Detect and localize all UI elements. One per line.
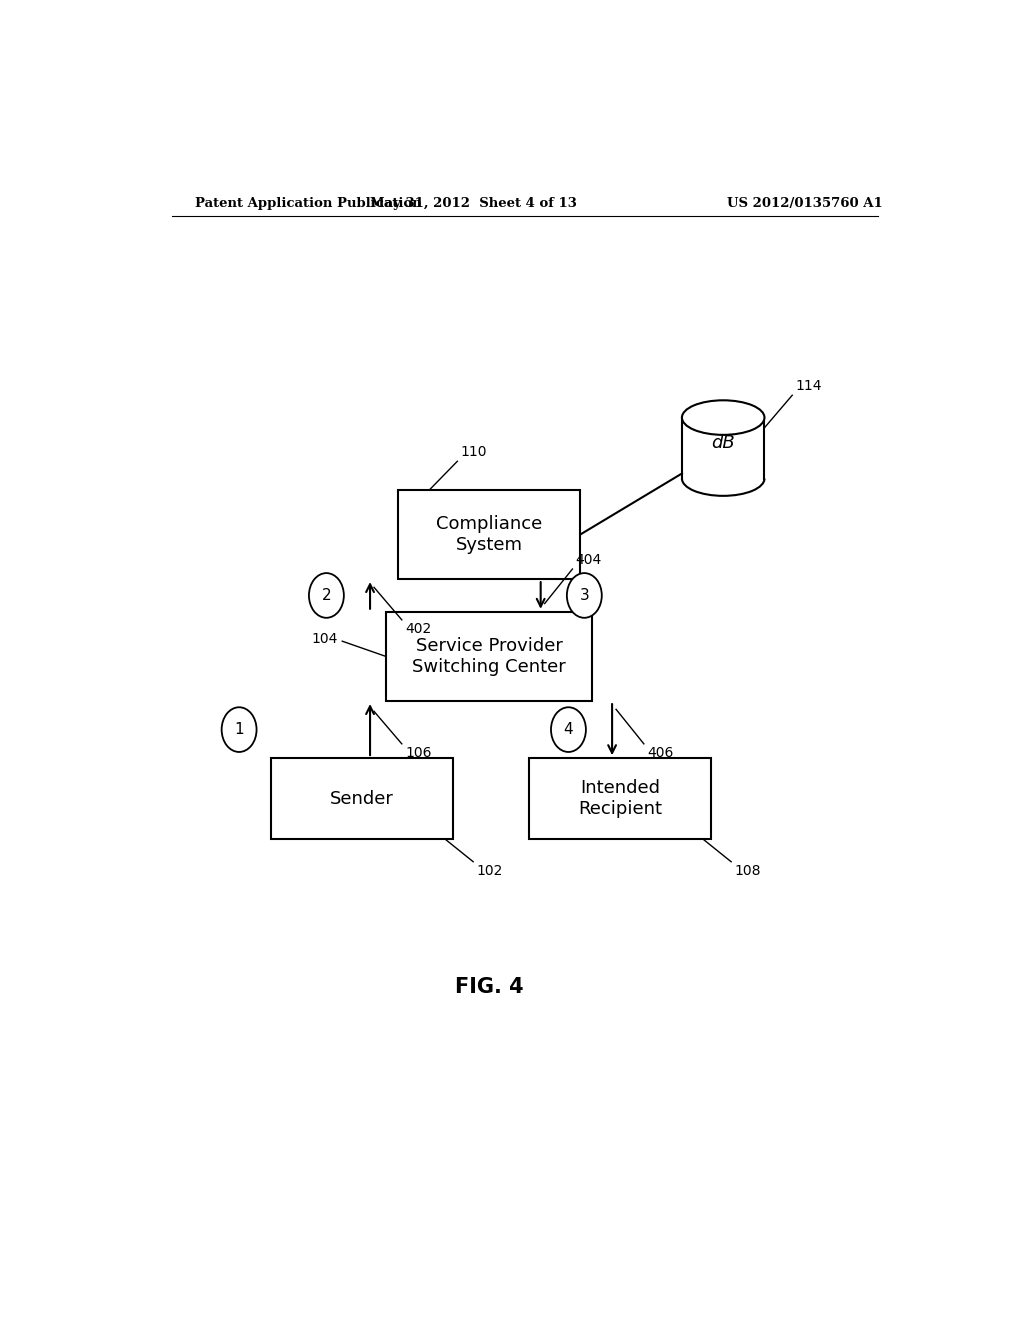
Text: 106: 106	[404, 746, 431, 760]
Text: Patent Application Publication: Patent Application Publication	[196, 197, 422, 210]
Bar	[397, 490, 581, 579]
Text: Compliance
System: Compliance System	[436, 515, 543, 554]
Bar	[270, 758, 454, 840]
Text: 406: 406	[647, 746, 674, 760]
Text: FIG. 4: FIG. 4	[455, 977, 523, 997]
Bar	[386, 611, 592, 701]
Text: 104: 104	[312, 632, 338, 647]
Text: 4: 4	[563, 722, 573, 737]
Text: May 31, 2012  Sheet 4 of 13: May 31, 2012 Sheet 4 of 13	[370, 197, 577, 210]
Text: 2: 2	[322, 587, 331, 603]
Circle shape	[221, 708, 257, 752]
Text: Sender: Sender	[330, 789, 394, 808]
Circle shape	[309, 573, 344, 618]
Text: Intended
Recipient: Intended Recipient	[578, 779, 663, 818]
Text: 110: 110	[461, 445, 487, 459]
Circle shape	[551, 708, 586, 752]
Circle shape	[567, 573, 602, 618]
Text: 3: 3	[580, 587, 589, 603]
Text: Service Provider
Switching Center: Service Provider Switching Center	[413, 638, 566, 676]
Ellipse shape	[682, 400, 765, 434]
Bar	[528, 758, 712, 840]
Text: 108: 108	[734, 863, 761, 878]
Text: US 2012/0135760 A1: US 2012/0135760 A1	[727, 197, 883, 210]
Text: dB: dB	[712, 434, 735, 451]
Text: 102: 102	[476, 863, 503, 878]
Text: 114: 114	[796, 379, 822, 393]
Text: 404: 404	[575, 553, 602, 568]
Text: 1: 1	[234, 722, 244, 737]
Text: 402: 402	[404, 622, 431, 636]
